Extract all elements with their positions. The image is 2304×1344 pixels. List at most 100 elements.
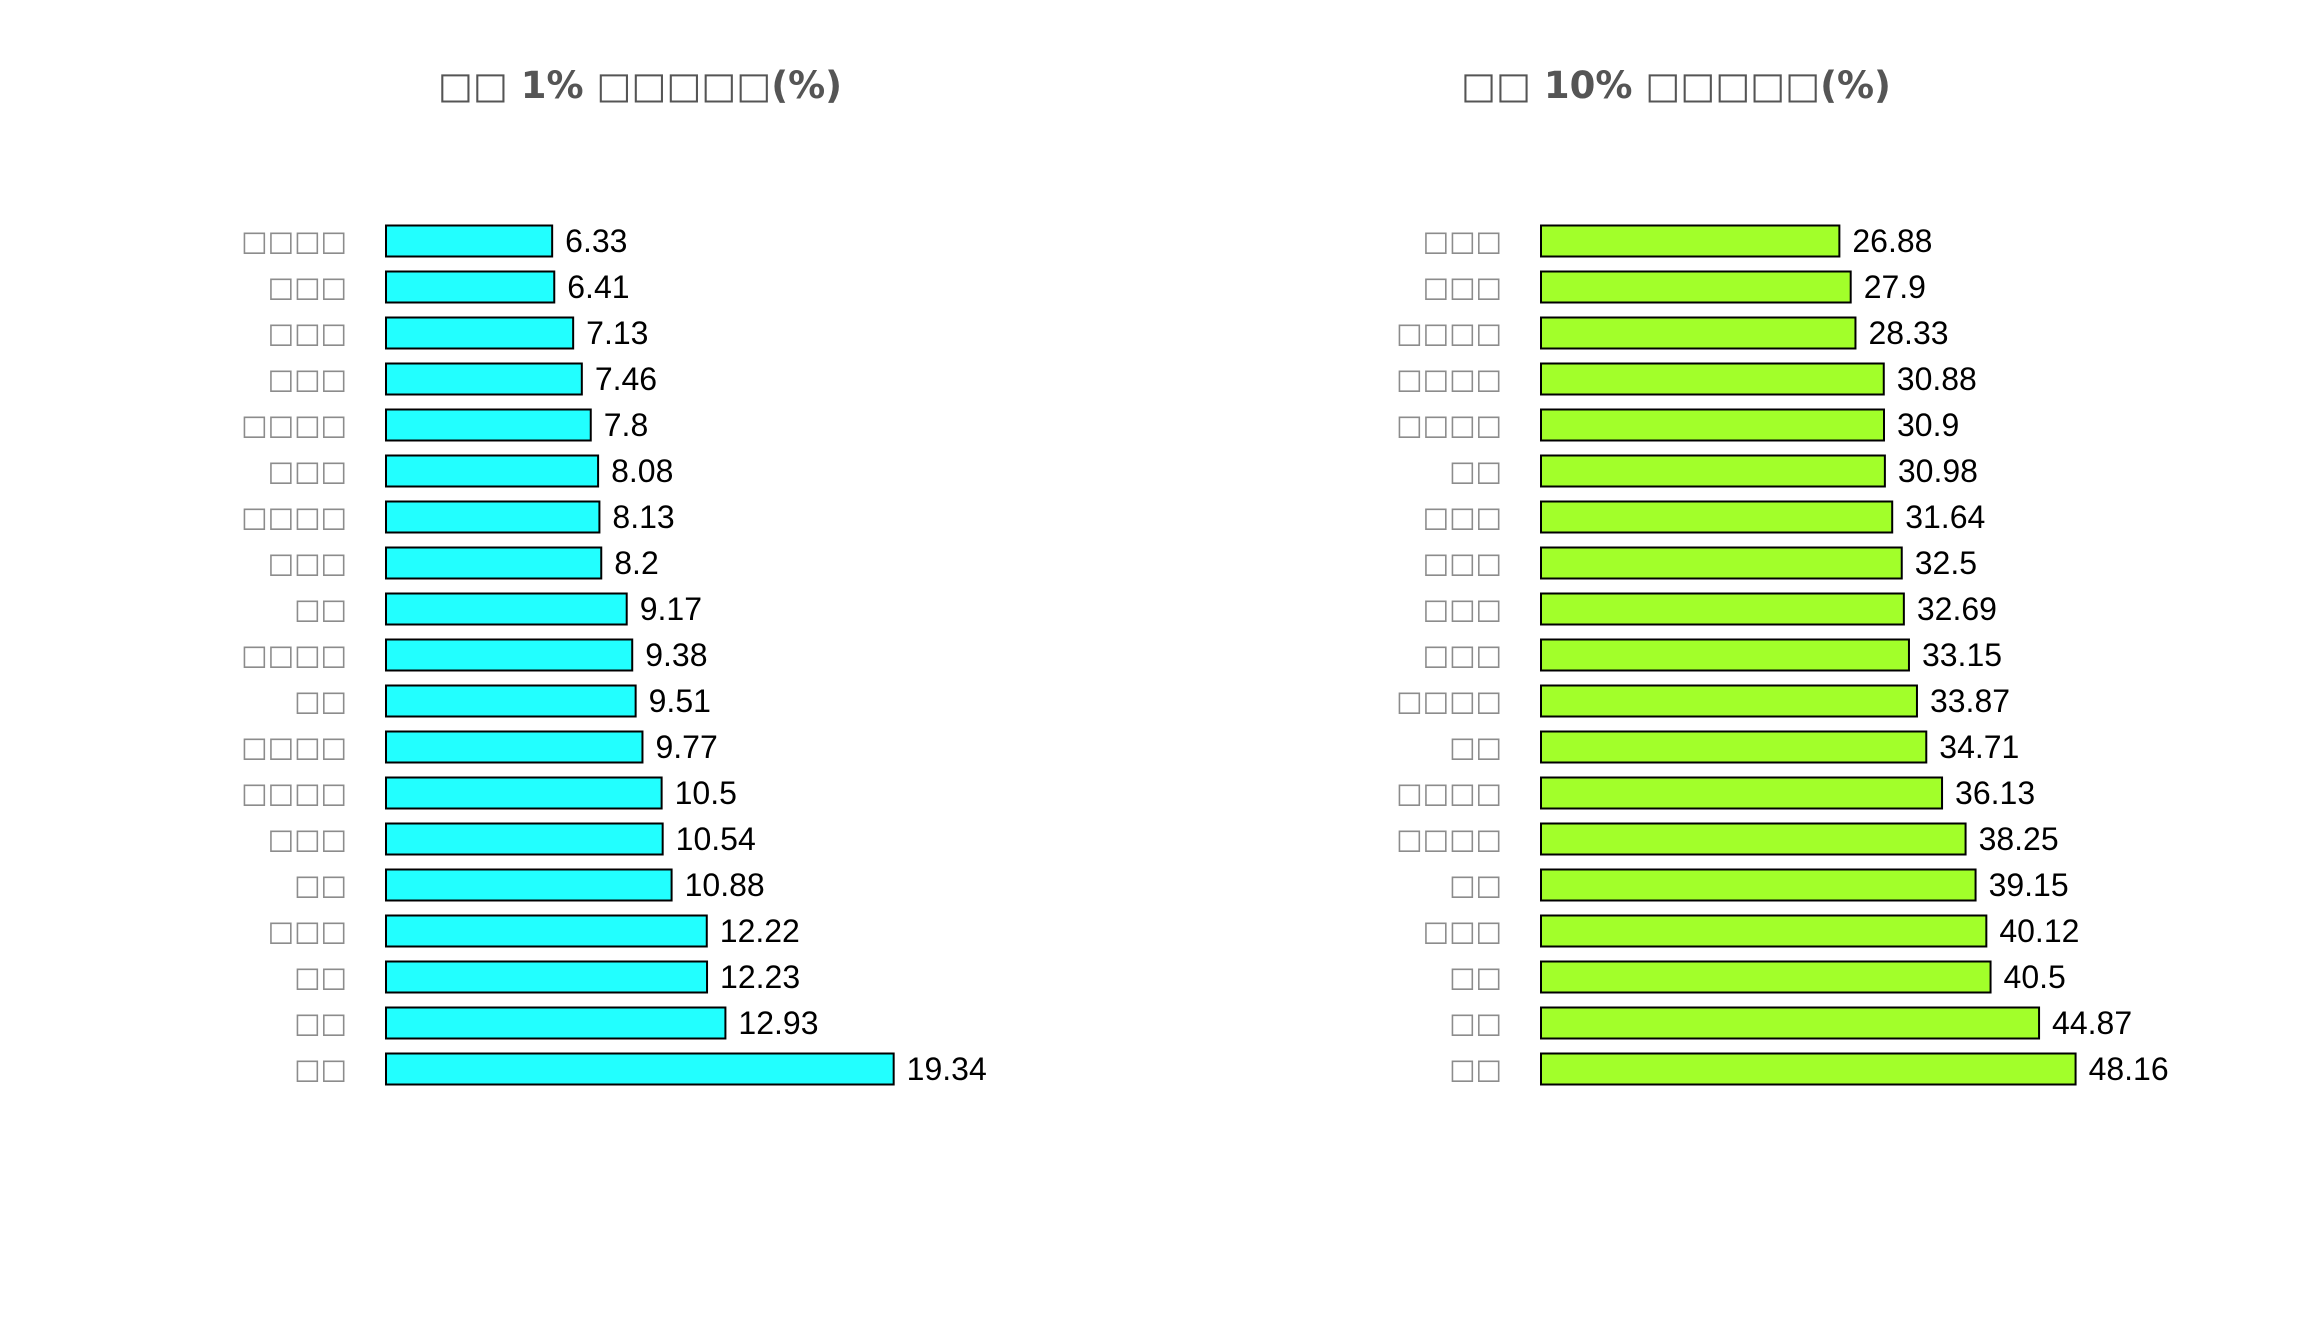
value-label: 36.13 — [1955, 775, 2035, 811]
chart-panel-top-1-percent: □□ 1% □□□□□(%) □□□□□□□□□□□□□□□□□□□□□□□□□… — [241, 64, 987, 1087]
value-label: 30.88 — [1897, 361, 1977, 397]
value-label: 6.33 — [565, 223, 627, 259]
bar — [385, 546, 603, 580]
bar — [385, 868, 673, 902]
value-label: 34.71 — [1939, 729, 2019, 765]
category-label: □□ — [1449, 455, 1502, 488]
bar — [1540, 592, 1905, 626]
value-label: 26.88 — [1852, 223, 1932, 259]
value-label: 31.64 — [1905, 499, 1985, 535]
bar — [1540, 316, 1857, 350]
bar — [385, 224, 554, 258]
bar — [1540, 546, 1903, 580]
value-label: 6.41 — [567, 269, 629, 305]
value-label: 10.54 — [676, 821, 756, 857]
category-label: □□□ — [268, 915, 347, 948]
category-label: □□□ — [1423, 547, 1502, 580]
category-label: □□ — [1449, 869, 1502, 902]
value-label: 39.15 — [1989, 867, 2069, 903]
value-label: 9.51 — [649, 683, 711, 719]
category-label: □□□□ — [1396, 823, 1502, 856]
value-label: 9.77 — [655, 729, 717, 765]
category-label: □□□ — [1423, 225, 1502, 258]
category-label: □□□ — [268, 547, 347, 580]
value-label: 9.38 — [645, 637, 707, 673]
category-label: □□□□ — [241, 409, 347, 442]
value-label: 48.16 — [2089, 1051, 2169, 1087]
bar — [385, 730, 644, 764]
value-label: 30.9 — [1897, 407, 1959, 443]
value-labels-group: 19.34 12.93 12.23 12.22 10.88 10.54 10.5 9.77 9.… — [565, 223, 987, 1087]
chart-title: □□ 1% □□□□□(%) — [438, 64, 842, 107]
category-label: □□□ — [268, 317, 347, 350]
value-label: 7.46 — [595, 361, 657, 397]
value-label: 27.9 — [1864, 269, 1926, 305]
bar — [385, 500, 601, 534]
value-label: 28.33 — [1868, 315, 1948, 351]
category-label: □□□□ — [1396, 363, 1502, 396]
bar — [385, 1052, 895, 1086]
value-label: 33.87 — [1930, 683, 2010, 719]
value-label: 30.98 — [1898, 453, 1978, 489]
value-label: 12.23 — [720, 959, 800, 995]
bar — [1540, 960, 1992, 994]
bar — [385, 454, 600, 488]
bar — [1540, 914, 1988, 948]
bars-group — [385, 224, 895, 1086]
bar — [385, 776, 663, 810]
category-label: □□□□ — [1396, 317, 1502, 350]
bar — [385, 408, 592, 442]
bar — [385, 362, 583, 396]
category-labels-group: □□□□□□□□□□□□□□□□□□□□□□□□□□□□□□□□□□□□□□□□… — [1396, 225, 1502, 1086]
category-label: □□ — [294, 685, 347, 718]
category-label: □□□ — [268, 823, 347, 856]
bar — [1540, 1006, 2041, 1040]
category-label: □□ — [294, 1007, 347, 1040]
category-label: □□□□ — [241, 501, 347, 534]
value-label: 32.5 — [1915, 545, 1977, 581]
category-label: □□ — [1449, 731, 1502, 764]
value-label: 12.22 — [720, 913, 800, 949]
bar — [385, 316, 575, 350]
category-label: □□ — [294, 1053, 347, 1086]
category-label: □□□□ — [1396, 685, 1502, 718]
bar — [1540, 454, 1886, 488]
value-label: 40.12 — [1999, 913, 2079, 949]
category-label: □□□ — [268, 271, 347, 304]
category-label: □□ — [294, 869, 347, 902]
category-labels-group: □□□□□□□□□□□□□□□□□□□□□□□□□□□□□□□□□□□□□□□□… — [241, 225, 347, 1086]
value-label: 9.17 — [640, 591, 702, 627]
bar — [1540, 868, 1977, 902]
value-label: 8.08 — [611, 453, 673, 489]
category-label: □□□ — [268, 363, 347, 396]
category-label: □□□ — [268, 455, 347, 488]
value-label: 32.69 — [1917, 591, 1997, 627]
value-label: 33.15 — [1922, 637, 2002, 673]
category-label: □□□□ — [1396, 409, 1502, 442]
category-label: □□□□ — [241, 777, 347, 810]
category-label: □□□ — [1423, 501, 1502, 534]
bar — [1540, 408, 1885, 442]
bar — [385, 960, 709, 994]
value-label: 19.34 — [907, 1051, 987, 1087]
category-label: □□ — [1449, 1007, 1502, 1040]
category-label: □□□ — [1423, 593, 1502, 626]
value-label: 12.93 — [738, 1005, 818, 1041]
value-label: 44.87 — [2052, 1005, 2132, 1041]
bar — [385, 1006, 727, 1040]
category-label: □□□□ — [241, 225, 347, 258]
chart-title: □□ 10% □□□□□(%) — [1461, 64, 1891, 107]
value-label: 10.5 — [675, 775, 737, 811]
bar — [385, 592, 628, 626]
value-label: 7.8 — [604, 407, 648, 443]
value-label: 10.88 — [685, 867, 765, 903]
category-label: □□□□ — [1396, 777, 1502, 810]
bar — [1540, 638, 1910, 672]
bar — [385, 822, 664, 856]
value-labels-group: 48.16 44.87 40.5 40.12 39.15 38.25 36.13 34.71 3… — [1852, 223, 2168, 1087]
value-label: 40.5 — [2004, 959, 2066, 995]
category-label: □□ — [294, 961, 347, 994]
bar — [1540, 1052, 2077, 1086]
bar — [385, 270, 556, 304]
